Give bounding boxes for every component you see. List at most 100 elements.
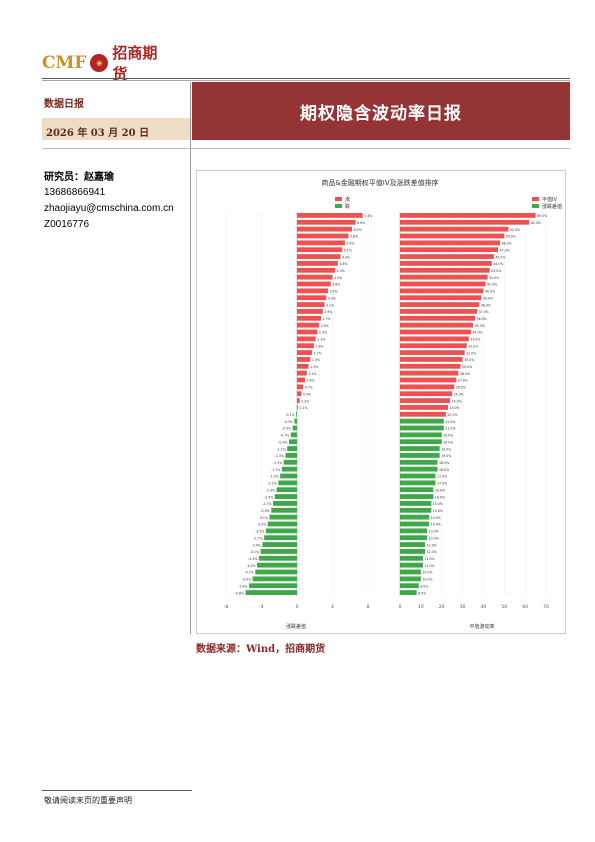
- right-bar-value: 11.0%: [424, 557, 434, 561]
- analyst-phone: 13686866941: [44, 187, 106, 198]
- analyst-id: Z0016776: [44, 219, 90, 230]
- right-chart-iv: 0 10 20 30 40 50 60 70 65.0% 62.0% 52.0% 50.0% 48.0%…: [399, 212, 549, 610]
- right-x-tick-label: 10: [418, 604, 424, 610]
- right-bar-value: 48.0%: [502, 242, 512, 246]
- left-bar: [297, 288, 329, 294]
- right-bar: [400, 473, 436, 479]
- right-bar: [400, 350, 465, 355]
- left-bar-value: -0.3%: [284, 420, 293, 424]
- right-bar-value: 62.0%: [531, 221, 541, 225]
- left-bar-value: 5.4%: [346, 242, 354, 246]
- left-bar: [297, 343, 314, 349]
- right-bar: [400, 535, 428, 541]
- right-bar: [400, 555, 423, 561]
- left-bar-value: -2.3%: [266, 488, 275, 492]
- left-x-axis-label: 涨跌差值: [286, 623, 306, 630]
- left-bar-value: -3.3%: [257, 523, 266, 527]
- header-divider-thin: [42, 80, 570, 81]
- right-bar: [400, 233, 505, 239]
- left-bar: [280, 473, 297, 479]
- left-bar: [285, 453, 297, 458]
- left-bar-value: -1.1%: [276, 447, 285, 451]
- left-bar-value: 2.9%: [324, 310, 332, 314]
- left-bar: [287, 446, 297, 451]
- left-bar: [264, 535, 297, 541]
- left-bar-value: 4.6%: [339, 262, 347, 266]
- right-bar: [400, 453, 440, 458]
- right-bar-value: 37.0%: [479, 310, 489, 314]
- left-bar-value: -3.5%: [255, 530, 264, 534]
- left-bar-value: 3.8%: [332, 283, 340, 287]
- left-bar-value: 1.3%: [310, 365, 318, 369]
- left-bar-value: -4.5%: [246, 564, 255, 568]
- right-bar-value: 20.0%: [443, 434, 453, 438]
- left-bar-value: 5.1%: [344, 248, 352, 252]
- right-bar-value: 11.0%: [424, 564, 434, 568]
- right-bar: [400, 501, 432, 506]
- left-bar: [283, 459, 297, 465]
- left-bar-value: -0.7%: [280, 434, 289, 438]
- left-bar-value: 0.5%: [303, 392, 311, 396]
- right-bar-value: 42.0%: [489, 276, 499, 280]
- left-bar: [297, 233, 349, 239]
- right-bar: [400, 411, 446, 417]
- right-bar-value: 30.0%: [464, 358, 474, 362]
- left-bar: [297, 398, 300, 403]
- left-bar: [297, 370, 307, 376]
- right-bar: [400, 322, 473, 328]
- right-bar: [400, 590, 417, 595]
- left-bar: [297, 363, 309, 369]
- right-bar-value: 34.0%: [472, 331, 482, 335]
- left-bar-value: -5.0%: [242, 578, 251, 582]
- right-bar-value: 12.0%: [427, 543, 437, 547]
- left-bar-value: 2.5%: [321, 324, 329, 328]
- right-bar-value: 15.0%: [433, 509, 443, 513]
- right-x-tick-label: 60: [522, 604, 528, 610]
- chart-title: 商品&金融期权平值IV及涨跌差值排序: [321, 179, 439, 187]
- right-bar: [400, 459, 438, 465]
- right-bar-value: 23.0%: [449, 406, 459, 410]
- left-bar-value: 0.3%: [301, 399, 309, 403]
- data-source: 数据来源：Wind，招商期货: [196, 644, 326, 655]
- date-box: [42, 118, 190, 140]
- right-bar-value: 32.0%: [468, 344, 478, 348]
- right-bar-value: 14.0%: [431, 523, 441, 527]
- left-x-tick-label: 4: [331, 604, 334, 610]
- right-bar-value: 35.0%: [475, 324, 485, 328]
- right-bar: [400, 261, 492, 266]
- left-bar-value: 1.5%: [312, 358, 320, 362]
- right-bar-value: 44.0%: [493, 262, 503, 266]
- left-bar-value: 5.8%: [350, 235, 358, 239]
- left-bar: [296, 411, 297, 417]
- left-bar-value: -4.1%: [250, 550, 259, 554]
- left-bar: [297, 405, 298, 410]
- left-bar: [297, 226, 353, 232]
- left-bar-value: 2.7%: [322, 317, 330, 321]
- left-bar-value: -5.8%: [235, 591, 244, 595]
- left-bar-value: -2.7%: [262, 502, 271, 506]
- left-bar-value: -4.3%: [248, 557, 257, 561]
- right-x-tick-label: 50: [501, 604, 507, 610]
- left-legend-up: 涨: [345, 196, 350, 203]
- left-bar: [297, 384, 304, 390]
- title-band: 期权隐含波动率日报: [192, 82, 570, 140]
- right-bar-value: 33.0%: [470, 338, 480, 342]
- right-bar: [400, 226, 509, 232]
- footer-divider: [42, 790, 192, 791]
- left-bar-value: -1.9%: [269, 475, 278, 479]
- left-bar: [255, 569, 297, 575]
- right-bar: [400, 466, 438, 472]
- right-bar-value: 36.0%: [477, 317, 487, 321]
- right-bar-value: 16.0%: [435, 488, 445, 492]
- right-bar-value: 38.0%: [481, 303, 491, 307]
- right-bar-value: 47.0%: [500, 248, 510, 252]
- left-bar-value: -0.9%: [278, 440, 287, 444]
- left-bar-value: -2.1%: [268, 482, 277, 486]
- left-bar-value: -1.3%: [275, 454, 284, 458]
- right-bar: [400, 514, 430, 520]
- right-bar: [400, 418, 444, 424]
- left-x-tick-label: -8: [224, 604, 229, 610]
- right-bar: [400, 219, 530, 225]
- left-bar: [297, 315, 321, 321]
- left-bar: [297, 261, 338, 266]
